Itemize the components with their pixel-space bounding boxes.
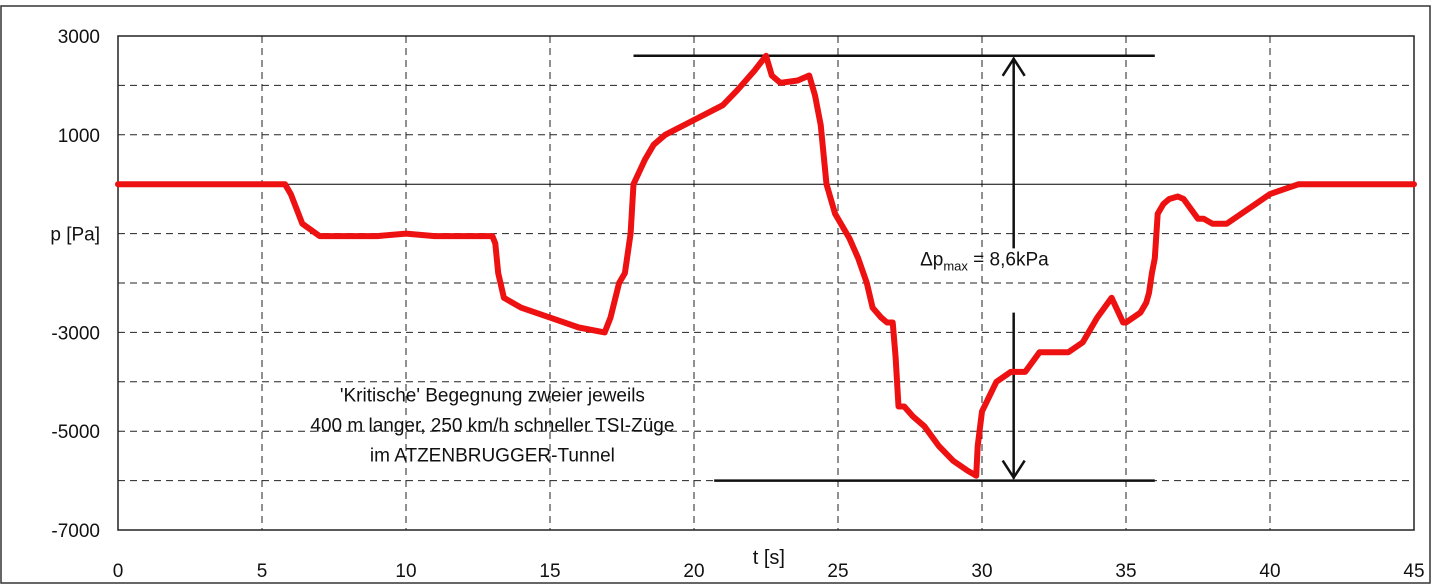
x-tick-label: 40	[1259, 561, 1280, 582]
y-tick-label: -3000	[51, 323, 100, 344]
annotations: Δpmax = 8,6kPa 'Kritische' Begegnung zwe…	[310, 54, 1155, 482]
x-tick-label: 25	[827, 561, 848, 582]
delta-suffix: = 8,6kPa	[968, 250, 1049, 271]
y-tick-label: 1000	[58, 126, 100, 147]
note-line: 400 m langer, 250 km/h schneller TSI-Züg…	[310, 416, 674, 437]
x-tick-label: 15	[539, 561, 560, 582]
x-tick-label: 45	[1403, 561, 1424, 582]
series-group	[115, 52, 1417, 479]
note-line: 'Kritische' Begegnung zweier jeweils	[340, 386, 645, 407]
x-tick-label: 10	[395, 561, 416, 582]
plot-area-border	[117, 35, 1415, 531]
grid	[118, 36, 1414, 530]
x-tick-label: 20	[683, 561, 704, 582]
arrow-head-down-icon	[1001, 459, 1026, 480]
x-axis-label: t [s]	[753, 547, 785, 569]
outer-frame	[0, 5, 1431, 584]
y-tick-label: 3000	[58, 27, 100, 48]
x-tick-label: 5	[257, 561, 268, 582]
y-tick-label: p [Pa]	[50, 225, 100, 246]
y-tick-label: -7000	[51, 521, 100, 542]
x-tick-label: 35	[1115, 561, 1136, 582]
x-tick-labels: 0 5 10 15 20 25 30 35 40 45	[113, 561, 1425, 582]
y-tick-label: -5000	[51, 422, 100, 443]
x-tick-label: 0	[113, 561, 124, 582]
delta-prefix: Δp	[920, 250, 943, 271]
pressure-series-line	[115, 52, 1417, 479]
x-tick-label: 30	[971, 561, 992, 582]
arrow-head-up-icon	[1001, 56, 1026, 77]
delta-subscript: max	[943, 259, 968, 274]
annotation-note: 'Kritische' Begegnung zweier jeweils 400 …	[310, 386, 674, 467]
delta-p-max-label: Δpmax = 8,6kPa	[920, 250, 1049, 274]
y-tick-labels: 3000 1000 p [Pa] -3000 -5000 -7000	[50, 27, 100, 542]
note-line: im ATZENBRUGGER-Tunnel	[370, 446, 615, 467]
